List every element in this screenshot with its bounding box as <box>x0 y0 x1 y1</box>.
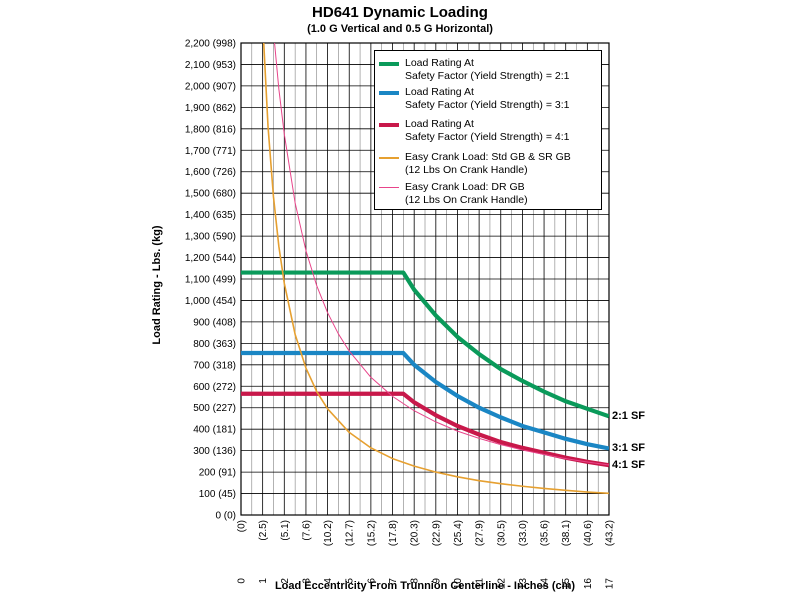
x-tick-label: 2 <box>280 578 291 584</box>
series-line-5 <box>274 43 609 466</box>
x-tick-label: 5 <box>345 578 356 584</box>
y-tick-label: 900 (408) <box>193 317 236 328</box>
x-tick-cm-label: (33.0) <box>518 520 529 546</box>
y-tick-label: 2,200 (998) <box>185 39 236 50</box>
x-tick-cm-label: (27.9) <box>475 520 486 546</box>
x-tick-label: 0 <box>237 578 248 584</box>
y-tick-label: 100 (45) <box>199 489 236 500</box>
series-line-1 <box>241 270 609 419</box>
x-tick-label: 14 <box>540 578 551 590</box>
y-tick-label: 400 (181) <box>193 425 236 436</box>
x-tick-cm-label: (12.7) <box>345 520 356 546</box>
y-tick-label: 800 (363) <box>193 339 236 350</box>
x-tick-label: 4 <box>323 578 334 584</box>
x-tick-cm-label: (5.1) <box>280 520 291 541</box>
x-tick-label: 12 <box>496 578 507 590</box>
y-tick-label: 600 (272) <box>193 382 236 393</box>
x-tick-cm-label: (40.6) <box>583 520 594 546</box>
legend-label: Load Rating At Safety Factor (Yield Stren… <box>405 86 570 111</box>
legend-swatch <box>379 91 399 95</box>
x-tick-cm-label: (2.5) <box>258 520 269 541</box>
y-tick-label: 0 (0) <box>215 511 236 522</box>
y-tick-label: 1,600 (726) <box>185 167 236 178</box>
plot-frame <box>240 42 610 516</box>
chart-subtitle: (1.0 G Vertical and 0.5 G Horizontal) <box>307 23 493 35</box>
x-tick-label: 6 <box>366 578 377 584</box>
y-tick-label: 2,100 (953) <box>185 60 236 71</box>
x-tick-cm-label: (20.3) <box>410 520 421 546</box>
x-tick-cm-label: (43.2) <box>605 520 616 546</box>
chart-legend: Load Rating At Safety Factor (Yield Stren… <box>374 50 602 210</box>
x-tick-label: 10 <box>453 578 464 590</box>
x-tick-label: 9 <box>431 578 442 584</box>
x-tick-cm-label: (17.8) <box>388 520 399 546</box>
y-tick-label: 1,700 (771) <box>185 146 236 157</box>
legend-swatch <box>379 157 399 159</box>
legend-label: Easy Crank Load: DR GB (12 Lbs On Crank H… <box>405 181 528 206</box>
y-tick-label: 1,200 (544) <box>185 253 236 264</box>
y-tick-label: 1,800 (816) <box>185 124 236 135</box>
chart-title: HD641 Dynamic Loading <box>312 4 488 21</box>
series-line-3 <box>241 391 609 468</box>
x-tick-cm-label: (10.2) <box>323 520 334 546</box>
legend-swatch <box>379 123 399 127</box>
x-tick-label: 1 <box>258 578 269 584</box>
y-tick-label: 1,300 (590) <box>185 232 236 243</box>
legend-label: Easy Crank Load: Std GB & SR GB (12 Lbs O… <box>405 151 571 176</box>
x-tick-cm-label: (35.6) <box>540 520 551 546</box>
y-tick-label: 1,000 (454) <box>185 296 236 307</box>
legend-label: Load Rating At Safety Factor (Yield Stren… <box>405 57 570 82</box>
x-tick-label: 15 <box>561 578 572 590</box>
y-tick-label: 1,400 (635) <box>185 210 236 221</box>
x-tick-label: 3 <box>301 578 312 584</box>
y-tick-label: 2,000 (907) <box>185 81 236 92</box>
x-tick-cm-label: (22.9) <box>431 520 442 546</box>
x-tick-label: 7 <box>388 578 399 584</box>
legend-swatch <box>379 62 399 66</box>
x-tick-label: 13 <box>518 578 529 590</box>
x-tick-cm-label: (38.1) <box>561 520 572 546</box>
x-axis-label: Load Eccentricity From Trunnion Centerli… <box>274 580 576 592</box>
x-tick-cm-label: (0) <box>237 520 248 532</box>
x-tick-cm-label: (30.5) <box>496 520 507 546</box>
y-tick-label: 1,100 (499) <box>185 275 236 286</box>
y-tick-label: 200 (91) <box>199 468 236 479</box>
x-tick-label: 11 <box>475 578 486 589</box>
x-tick-cm-label: (15.2) <box>366 520 377 546</box>
y-tick-label: 1,900 (862) <box>185 103 236 114</box>
y-tick-label: 500 (227) <box>193 403 236 414</box>
y-tick-label: 300 (136) <box>193 446 236 457</box>
series-end-label: 3:1 SF <box>612 442 646 455</box>
y-tick-label: 1,500 (680) <box>185 189 236 200</box>
x-tick-cm-label: (25.4) <box>453 520 464 546</box>
series-end-label: 2:1 SF <box>612 410 646 423</box>
y-tick-label: 700 (318) <box>193 360 236 371</box>
series-end-label: 4:1 SF <box>612 459 646 472</box>
series-line-2 <box>241 350 609 451</box>
x-tick-label: 16 <box>583 578 594 590</box>
legend-label: Load Rating At Safety Factor (Yield Stren… <box>405 118 570 143</box>
legend-swatch <box>379 187 399 188</box>
x-tick-label: 17 <box>605 578 616 590</box>
x-tick-cm-label: (7.6) <box>301 520 312 541</box>
series-line-4 <box>262 43 609 495</box>
x-tick-label: 8 <box>410 578 421 584</box>
